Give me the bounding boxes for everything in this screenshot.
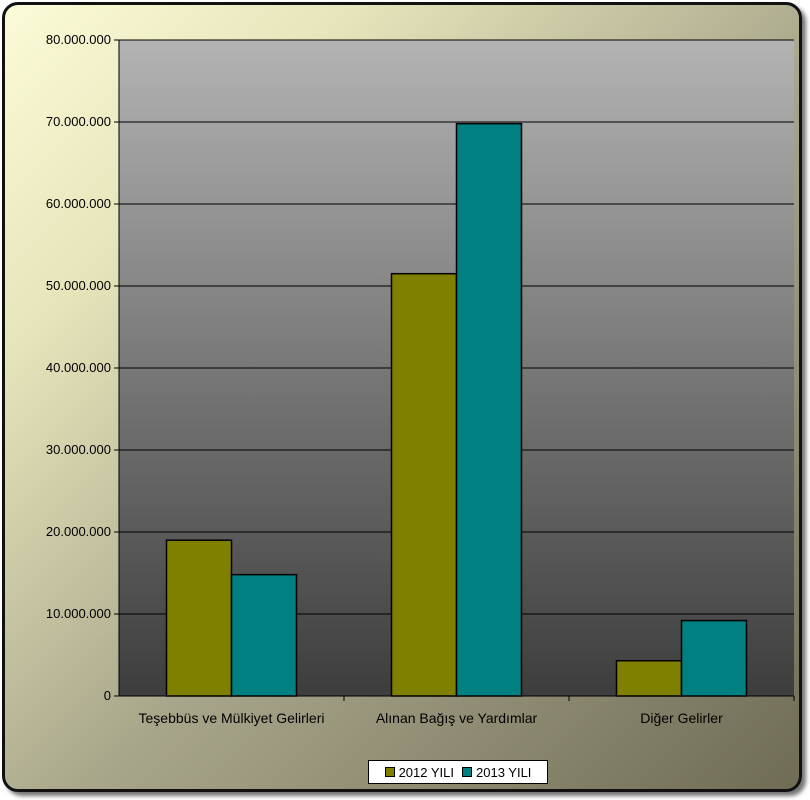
- y-tick-label: 80.000.000: [46, 32, 111, 47]
- axes: [114, 39, 795, 701]
- y-tick-label: 10.000.000: [46, 606, 111, 621]
- y-axis-tick-labels: 0 10.000.000 20.000.000 30.000.000 40.000.00…: [46, 32, 111, 703]
- bar-2013-yili-1: [455, 122, 523, 697]
- x-category-label: Alınan Bağış ve Yardımlar: [376, 710, 538, 726]
- legend-swatch-2012: [384, 767, 395, 777]
- y-tick-label: 70.000.000: [46, 114, 111, 129]
- bar-2013-yili-2: [680, 619, 748, 697]
- y-tick-label: 60.000.000: [46, 196, 111, 211]
- legend-item-2013: 2013 YILI: [462, 765, 531, 780]
- legend: 2012 YILI 2013 YILI: [368, 760, 548, 784]
- bar-2012-yili-2: [615, 659, 683, 697]
- x-category-label: Teşebbüs ve Mülkiyet Gelirleri: [139, 710, 325, 726]
- legend-swatch-2013: [462, 767, 472, 777]
- bar-2012-yili-1: [390, 272, 458, 697]
- y-tick-label: 50.000.000: [46, 278, 111, 293]
- bars: [165, 122, 748, 697]
- y-tick-label: 0: [104, 688, 111, 703]
- x-axis-category-labels: Teşebbüs ve Mülkiyet Gelirleri Alınan Bağ…: [139, 710, 724, 726]
- y-tick-label: 30.000.000: [46, 442, 111, 457]
- y-tick-label: 40.000.000: [46, 360, 111, 375]
- bar-2012-yili-0: [165, 539, 233, 697]
- y-tick-label: 20.000.000: [46, 524, 111, 539]
- legend-item-2012: 2012 YILI: [384, 764, 454, 780]
- x-category-label: Diğer Gelirler: [640, 710, 723, 726]
- bar-2013-yili-0: [230, 573, 298, 697]
- legend-label-2013: 2013 YILI: [476, 764, 532, 780]
- legend-label-2012: 2012 YILI: [398, 764, 454, 780]
